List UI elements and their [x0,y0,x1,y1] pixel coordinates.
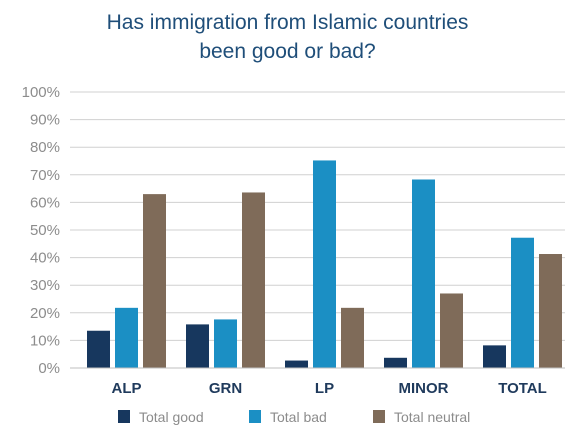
category-labels: ALP GRN LP MINOR TOTAL [112,380,547,397]
bar-grn-total-bad [214,319,237,368]
bar-total-total-good [483,345,506,368]
category-label: GRN [209,380,242,397]
bar-total-total-bad [511,237,534,368]
bar-lp-total-bad [313,160,336,368]
legend-swatch [373,410,385,423]
chart-title: Has immigration from Islamic countries b… [106,11,469,63]
legend-label: Total bad [270,409,327,425]
legend-swatch [249,410,261,423]
y-tick-label: 10% [30,332,60,349]
y-tick-label: 60% [30,194,60,211]
bar-minor-total-bad [412,179,435,368]
bar-minor-total-neutral [440,293,463,368]
y-tick-label: 90% [30,112,60,129]
bar-alp-total-bad [115,307,138,368]
y-tick-label: 80% [30,139,60,156]
bar-lp-total-good [285,360,308,368]
category-label: ALP [112,380,142,397]
y-tick-label: 50% [30,222,60,239]
category-label: MINOR [399,380,449,397]
bar-lp-total-neutral [341,307,364,368]
bar-grn-total-neutral [242,192,265,368]
legend-swatch [118,410,130,423]
legend-label: Total neutral [394,409,470,425]
category-label: TOTAL [498,380,547,397]
legend: Total good Total bad Total neutral [118,409,470,425]
category-label: LP [315,380,334,397]
bar-alp-total-good [87,330,110,368]
bars [87,160,562,368]
y-axis-ticks: 0% 10% 20% 30% 40% 50% 60% 70% 80% 90% 100% [22,84,60,377]
bar-total-total-neutral [539,254,562,368]
y-tick-label: 100% [22,84,60,101]
legend-label: Total good [139,409,204,425]
bar-minor-total-good [384,357,407,368]
bar-alp-total-neutral [143,194,166,368]
y-tick-label: 30% [30,277,60,294]
y-tick-label: 20% [30,305,60,322]
y-tick-label: 40% [30,250,60,267]
bar-grn-total-good [186,324,209,368]
y-tick-label: 70% [30,167,60,184]
y-tick-label: 0% [38,360,60,377]
